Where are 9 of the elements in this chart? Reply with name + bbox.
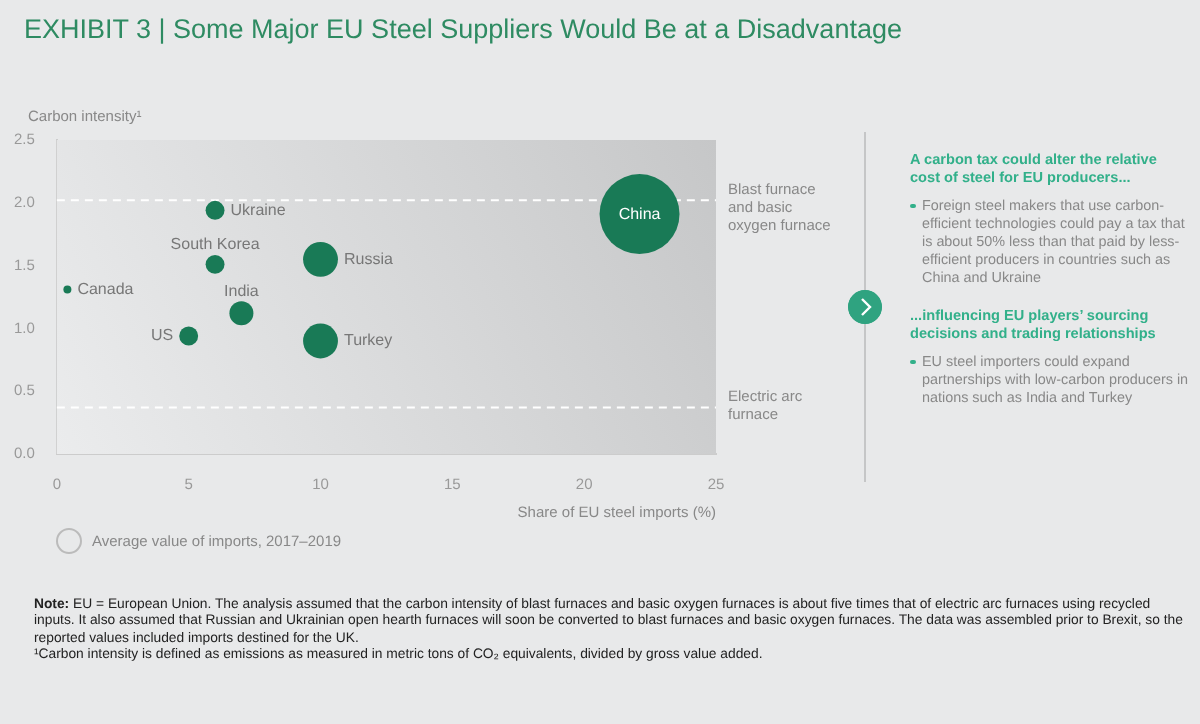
series-label: South Korea xyxy=(170,235,261,254)
chart-title: EXHIBIT 3 | Some Major EU Steel Suppliers Would Be at a Disadvantage xyxy=(24,14,902,44)
series-label: Turkey xyxy=(343,331,393,350)
series-label: Russia xyxy=(343,249,394,268)
series-label: US xyxy=(150,326,174,345)
series-label: India xyxy=(224,281,260,300)
series-label: China xyxy=(618,204,662,223)
series-label: Ukraine xyxy=(230,200,287,219)
series-label: Canada xyxy=(77,279,135,298)
